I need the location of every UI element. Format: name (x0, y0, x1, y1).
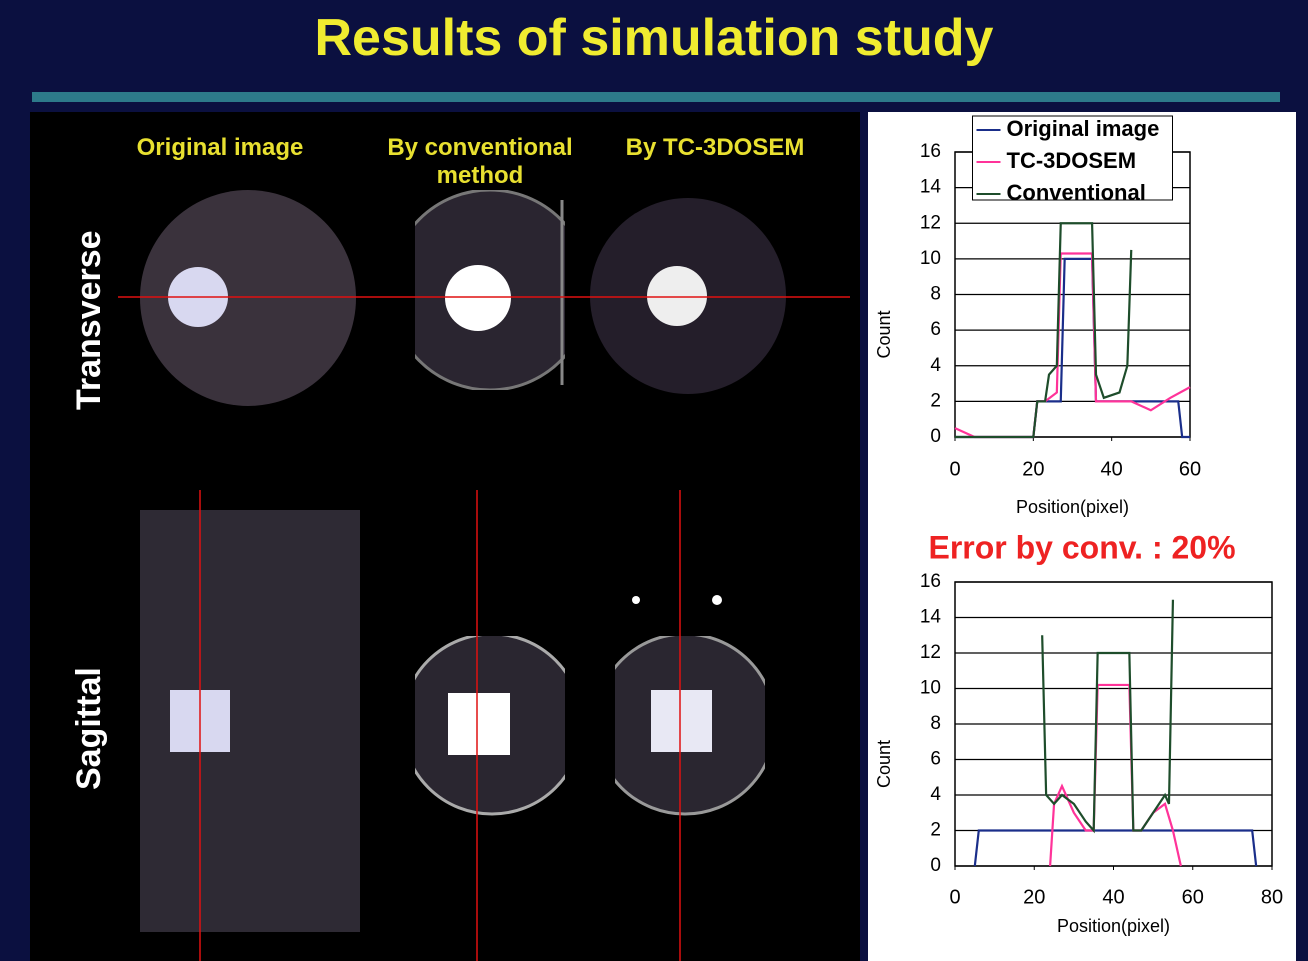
y-tick-label: 2 (930, 390, 941, 411)
chart-title: Error by conv. : 20% (928, 529, 1235, 565)
x-axis-label: Position(pixel) (1016, 497, 1129, 517)
y-tick-label: 12 (920, 642, 941, 663)
x-tick-label: 80 (1261, 886, 1283, 908)
y-tick-label: 6 (930, 319, 941, 340)
y-tick-label: 14 (920, 177, 942, 198)
data-line (1042, 600, 1173, 831)
y-tick-label: 8 (930, 284, 941, 305)
x-tick-label: 60 (1182, 886, 1204, 908)
legend-label: TC-3DOSEM (1007, 148, 1137, 173)
data-line (975, 831, 1256, 867)
x-tick-label: 0 (949, 458, 960, 480)
x-tick-label: 60 (1179, 458, 1201, 480)
y-tick-label: 0 (930, 855, 941, 876)
y-tick-label: 2 (930, 820, 941, 841)
y-axis-label: Count (874, 310, 894, 358)
legend-label: Conventional (1007, 180, 1146, 205)
data-line (955, 259, 1190, 437)
y-tick-label: 10 (920, 678, 941, 699)
y-tick-label: 10 (920, 248, 941, 269)
y-axis-label: Count (874, 740, 894, 788)
data-line (1050, 685, 1181, 866)
y-tick-label: 4 (930, 784, 941, 805)
slide: Results of simulation study Original ima… (0, 0, 1308, 961)
y-tick-label: 16 (920, 571, 941, 592)
x-tick-label: 20 (1022, 458, 1044, 480)
y-tick-label: 16 (920, 141, 941, 162)
x-tick-label: 20 (1023, 886, 1045, 908)
y-tick-label: 8 (930, 713, 941, 734)
y-tick-label: 0 (930, 426, 941, 447)
x-axis-label: Position(pixel) (1057, 916, 1170, 936)
charts: 02468101214160204060CountPosition(pixel)… (0, 0, 1308, 961)
y-tick-label: 4 (930, 355, 941, 376)
legend-label: Original image (1007, 116, 1160, 141)
y-tick-label: 14 (920, 607, 942, 628)
data-line (955, 254, 1190, 437)
x-tick-label: 40 (1102, 886, 1124, 908)
y-tick-label: 12 (920, 212, 941, 233)
y-tick-label: 6 (930, 749, 941, 770)
x-tick-label: 0 (949, 886, 960, 908)
x-tick-label: 40 (1101, 458, 1123, 480)
